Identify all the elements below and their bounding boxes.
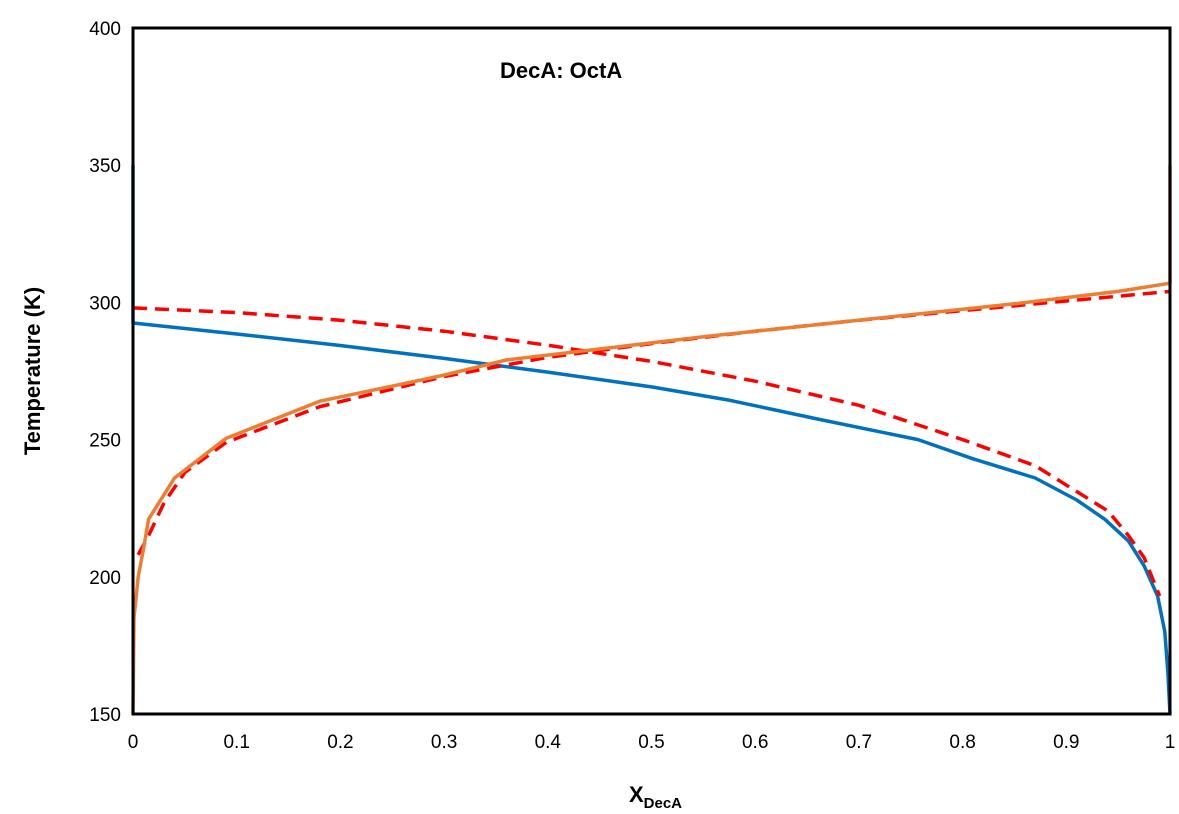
y-tick-label: 350: [89, 156, 121, 177]
x-axis-label: XDecA: [629, 782, 682, 812]
x-tick-label: 0.6: [742, 732, 768, 753]
x-tick-label: 0.4: [535, 732, 562, 753]
x-tick-label: 0.9: [1053, 732, 1079, 753]
series-line-3: [136, 289, 1171, 556]
x-axis-ticks: 0 0.1 0.2 0.3 0.4 0.5 0.6 0.7 0.8 0.9 1: [128, 732, 1176, 753]
x-tick-label: 0: [128, 732, 139, 753]
x-axis-label-subscript: DecA: [644, 795, 683, 812]
plot-area: [131, 165, 1172, 715]
y-tick-label: 200: [89, 568, 121, 589]
y-tick-label: 150: [89, 705, 121, 726]
chart-annotation: DecA: OctA: [500, 58, 622, 83]
y-tick-label: 250: [89, 431, 121, 452]
x-axis-label-main: X: [629, 782, 644, 807]
y-tick-label: 300: [89, 293, 121, 314]
y-axis-label: Temperature (K): [20, 287, 45, 455]
y-axis-ticks: 150 200 250 300 350 400: [89, 19, 121, 726]
x-tick-label: 0.2: [327, 732, 353, 753]
x-tick-label: 0.8: [949, 732, 975, 753]
x-tick-label: 0.3: [431, 732, 457, 753]
x-tick-label: 0.1: [223, 732, 249, 753]
x-tick-label: 0.7: [846, 732, 872, 753]
x-tick-label: 0.5: [638, 732, 664, 753]
series-line-1: [131, 165, 1172, 715]
x-tick-label: 1: [1165, 732, 1176, 753]
series-line-4: [131, 165, 1172, 715]
series-line-2: [132, 306, 1162, 597]
y-tick-label: 400: [89, 19, 121, 40]
plot-frame: [131, 26, 1172, 716]
